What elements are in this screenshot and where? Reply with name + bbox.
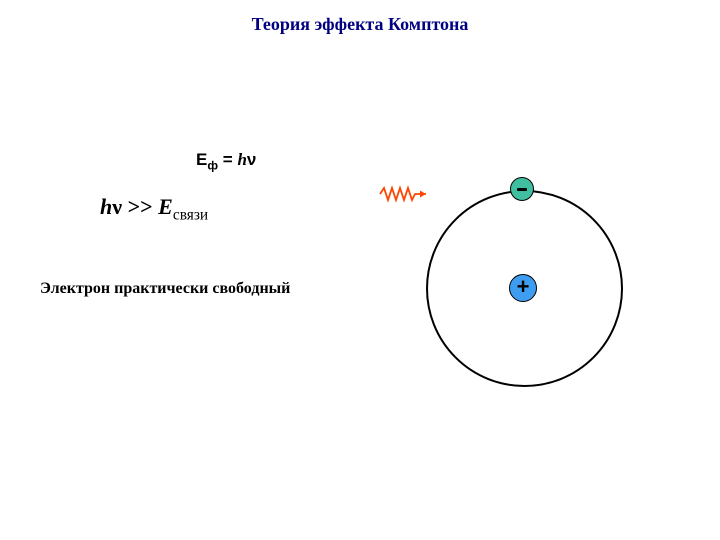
nucleus: +	[509, 274, 537, 302]
equation-h: h	[237, 150, 246, 169]
photon-svg	[377, 185, 435, 203]
equation-E-sub: ф	[207, 158, 218, 172]
title-text: Теория эффекта Комптона	[252, 14, 469, 34]
page-title: Теория эффекта Комптона	[0, 14, 720, 35]
inequality-gg: >>	[122, 194, 158, 219]
photon-wave-path	[380, 188, 426, 200]
equation-equals: =	[218, 150, 237, 169]
electron	[510, 177, 534, 201]
free-electron-text: Электрон практически свободный	[40, 280, 290, 297]
inequality-E: Е	[158, 194, 173, 219]
free-electron-caption: Электрон практически свободный	[40, 280, 290, 298]
photon-energy-equation: Еф = hν	[196, 150, 256, 172]
atom-diagram: +	[380, 160, 640, 420]
plus-icon: +	[517, 276, 530, 298]
inequality-h: h	[100, 194, 112, 219]
inequality-sub: связи	[173, 206, 208, 223]
equation-E: Е	[196, 150, 207, 169]
minus-icon	[517, 188, 527, 191]
inequality-nu: ν	[112, 194, 122, 219]
energy-inequality: hν >> Есвязи	[100, 194, 208, 224]
equation-nu: ν	[247, 150, 256, 169]
photon-arrowhead	[420, 191, 426, 198]
photon-icon	[377, 185, 435, 203]
